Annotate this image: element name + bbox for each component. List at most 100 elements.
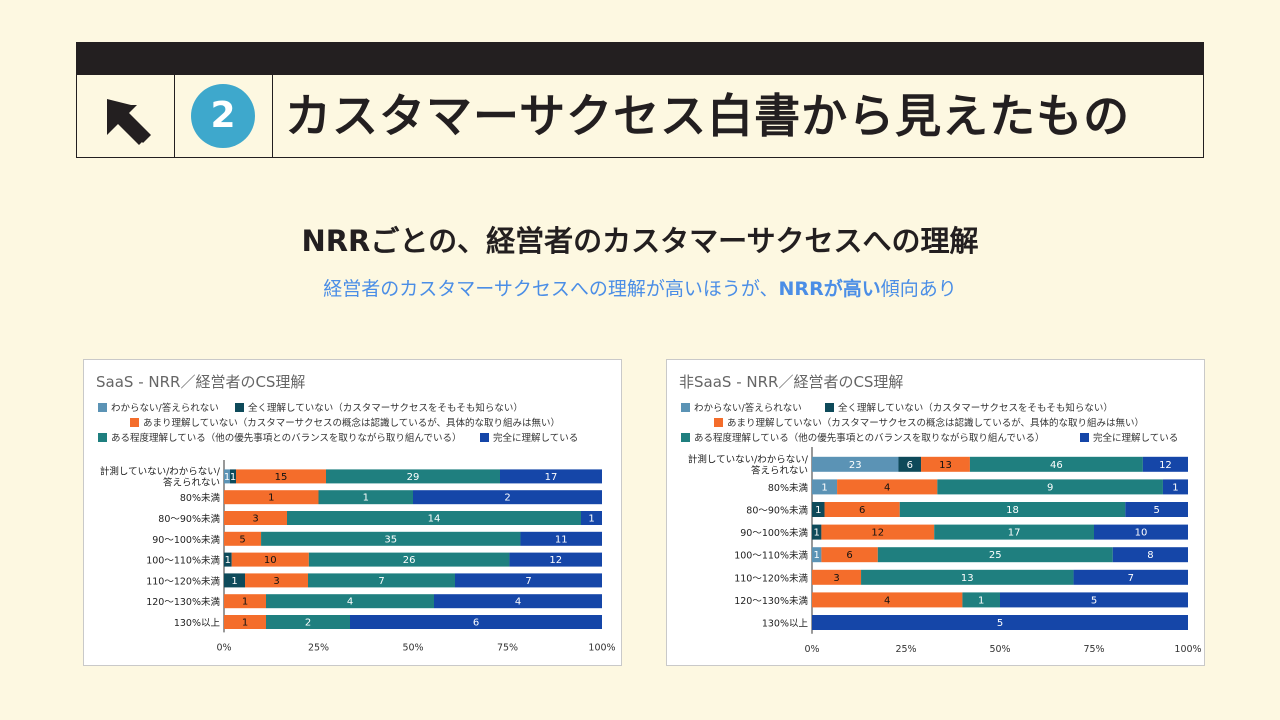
- bar-value-label: 3: [273, 576, 279, 587]
- bar-segment: [413, 490, 602, 505]
- bar-segment: [861, 569, 1074, 585]
- bar-value-label: 7: [1128, 573, 1134, 584]
- bar-value-label: 4: [884, 482, 890, 493]
- bar-value-label: 1: [268, 493, 274, 504]
- bar-value-label: 1: [978, 595, 984, 606]
- bar-segment: [821, 524, 935, 540]
- bar-segment: [308, 552, 510, 567]
- bar-value-label: 3: [833, 573, 839, 584]
- bar-value-label: 23: [849, 460, 862, 471]
- bar-segment: [224, 531, 262, 546]
- bar-value-label: 1: [588, 514, 594, 525]
- arrow-cell: [77, 75, 175, 157]
- legend-label: ある程度理解している（他の優先事項とのバランスを取りながら取り組んでいる）: [111, 432, 461, 444]
- chart-title: SaaS - NRR／経営者のCS理解: [96, 373, 305, 391]
- bar-value-label: 11: [555, 534, 568, 545]
- bar-value-label: 7: [525, 576, 531, 587]
- bar-segment: [898, 456, 922, 472]
- bar-value-label: 1: [821, 482, 827, 493]
- legend-swatch: [235, 403, 244, 412]
- category-label: 100〜110%未満: [146, 555, 220, 567]
- x-tick-label: 25%: [895, 644, 916, 655]
- x-tick-label: 100%: [1174, 644, 1201, 655]
- bar-segment: [1112, 547, 1188, 563]
- bar-value-label: 13: [939, 460, 952, 471]
- chart-title: 非SaaS - NRR／経営者のCS理解: [679, 373, 903, 391]
- legend-swatch: [825, 403, 834, 412]
- bar-segment: [224, 594, 266, 609]
- bar-value-label: 5: [239, 534, 245, 545]
- legend-swatch: [480, 433, 489, 442]
- bar-segment: [434, 594, 602, 609]
- bar-value-label: 10: [264, 555, 277, 566]
- bar-segment: [812, 479, 838, 495]
- bar-segment: [581, 511, 602, 525]
- section-title: NRRごとの、経営者のカスタマーサクセスへの理解: [301, 224, 979, 258]
- bar-value-label: 2: [305, 618, 311, 629]
- legend-label: 全く理解していない（カスタマーサクセスをそもそも知らない）: [248, 402, 523, 414]
- bar-segment: [937, 479, 1163, 495]
- legend-label: わからない/答えられない: [111, 402, 219, 414]
- subtitle-pre: 経営者のカスタマーサクセスへの理解が高いほうが、: [323, 278, 779, 300]
- bar-value-label: 12: [1159, 460, 1172, 471]
- bar-value-label: 13: [961, 573, 974, 584]
- bar-value-label: 1: [814, 528, 820, 539]
- bar-segment: [969, 456, 1143, 472]
- bar-segment: [962, 592, 1000, 608]
- number-cell: 2: [175, 75, 273, 157]
- bar-segment: [812, 524, 822, 540]
- bar-value-label: 6: [907, 460, 913, 471]
- legend-label: 全く理解していない（カスタマーサクセスをそもそも知らない）: [838, 402, 1113, 414]
- bar-value-label: 4: [515, 597, 521, 608]
- header-bar: [76, 42, 1204, 75]
- bar-value-label: 25: [989, 550, 1002, 561]
- x-tick-label: 75%: [1083, 644, 1104, 655]
- legend-label: あまり理解していない（カスタマーサクセスの概念は認識しているが、具体的な取り組み…: [727, 417, 1144, 429]
- bar-value-label: 8: [1147, 550, 1153, 561]
- bar-value-label: 1: [1172, 482, 1178, 493]
- bar-segment: [1073, 569, 1188, 585]
- bar-segment: [266, 594, 434, 609]
- bar-value-label: 29: [407, 472, 420, 483]
- bar-segment: [326, 469, 500, 484]
- bar-segment: [231, 552, 309, 567]
- bar-segment: [1000, 592, 1188, 608]
- bar-value-label: 6: [859, 505, 865, 516]
- bar-segment: [500, 469, 602, 484]
- bar-segment: [224, 573, 245, 588]
- category-label: 100〜110%未満: [734, 550, 808, 562]
- bar-value-label: 9: [1047, 482, 1053, 493]
- category-label: 90〜100%未満: [152, 534, 220, 546]
- bar-segment: [318, 490, 413, 505]
- bar-value-label: 5: [1153, 505, 1159, 516]
- bar-segment: [1142, 456, 1188, 472]
- bar-segment: [520, 531, 602, 546]
- bar-value-label: 14: [428, 514, 441, 525]
- bar-segment: [236, 469, 326, 484]
- category-label: 計測していない/わからない/: [100, 465, 221, 477]
- bar-segment: [1094, 524, 1188, 540]
- bar-segment: [812, 615, 1188, 630]
- bar-value-label: 1: [225, 555, 231, 566]
- category-label: 計測していない/わからない/: [688, 453, 809, 465]
- bar-segment: [509, 552, 602, 567]
- subtitle-post: 傾向あり: [880, 278, 957, 300]
- page-title: カスタマーサクセス白書から見えたもの: [285, 89, 1131, 143]
- bar-segment: [308, 573, 455, 588]
- category-label: 80%未満: [768, 482, 809, 494]
- arrow-up-left-icon: [107, 99, 151, 145]
- bar-value-label: 1: [814, 550, 820, 561]
- bar-value-label: 1: [242, 618, 248, 629]
- bar-value-label: 12: [871, 528, 884, 539]
- category-label-line2: 答えられない: [163, 476, 220, 488]
- legend-label: わからない/答えられない: [694, 402, 802, 414]
- x-tick-label: 100%: [588, 642, 615, 653]
- category-label: 80〜90%未満: [746, 505, 808, 517]
- category-label: 130%以上: [762, 619, 809, 630]
- bar-segment: [821, 547, 878, 563]
- bar-value-label: 2: [504, 493, 510, 504]
- bar-segment: [899, 502, 1126, 517]
- bar-value-label: 17: [545, 472, 558, 483]
